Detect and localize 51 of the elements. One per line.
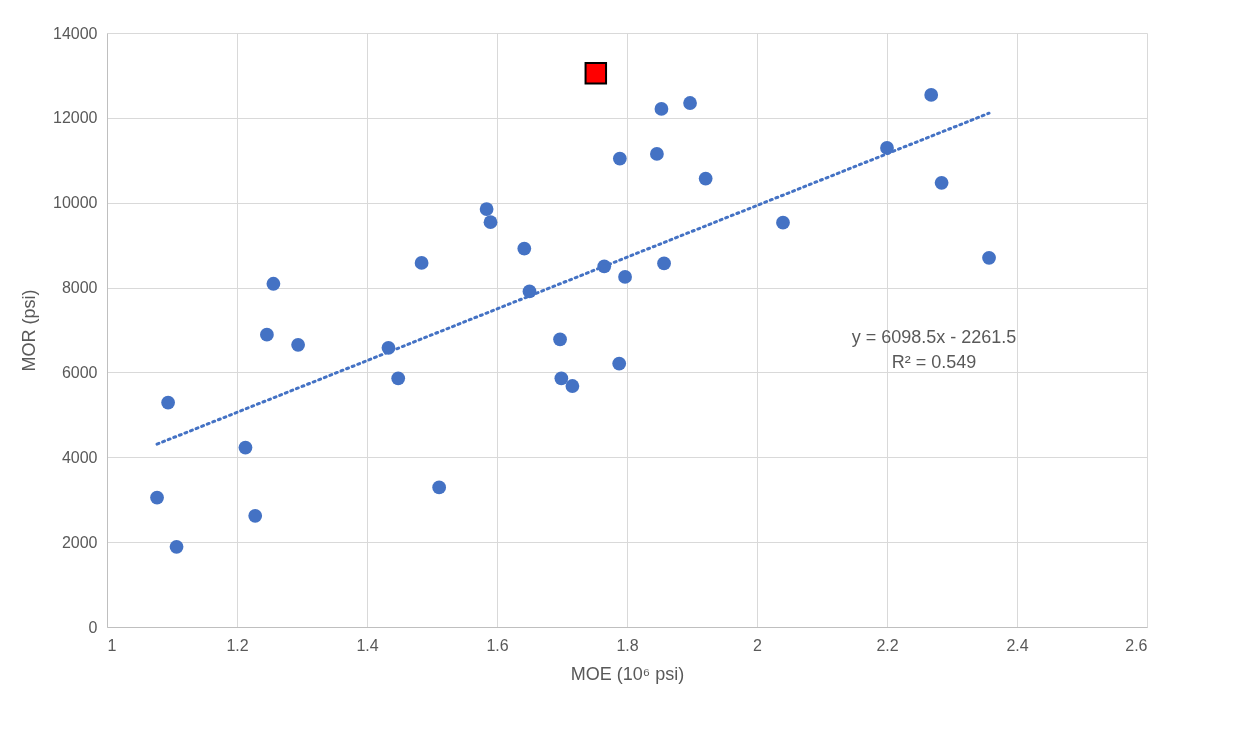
annotation: R² = 0.549	[891, 352, 977, 372]
point	[565, 379, 580, 393]
point	[776, 215, 790, 230]
x-tick-label: 2.6	[1125, 636, 1148, 654]
y-tick-label: 6000	[61, 363, 98, 381]
point	[612, 151, 627, 166]
y-tick-label: 0	[88, 618, 98, 636]
x-tick-label: 1.8	[616, 636, 639, 654]
point	[650, 147, 664, 161]
point	[483, 215, 498, 230]
point	[584, 62, 608, 85]
y-tick-label: 10000	[53, 194, 98, 212]
x-axis-title: MOE (10⁶ psi)	[570, 663, 685, 684]
x-tick-label: 1.4	[356, 636, 379, 654]
point	[266, 276, 281, 291]
y-tick-label: 14000	[53, 24, 98, 42]
y-tick-label: 12000	[53, 109, 98, 127]
point	[924, 88, 939, 102]
y-tick-label: 4000	[61, 448, 98, 466]
point	[414, 256, 429, 270]
point	[260, 327, 274, 342]
point	[517, 241, 532, 256]
point	[698, 171, 713, 186]
y-axis-title: MOR (psi)	[19, 289, 40, 372]
point	[982, 250, 996, 265]
x-tick-label: 2.4	[1006, 636, 1029, 654]
x-tick-label: 1.2	[226, 636, 249, 654]
point	[161, 395, 175, 410]
point	[479, 202, 494, 216]
x-tick-label: 2.2	[876, 636, 899, 654]
point	[553, 332, 567, 347]
x-tick-label: 1.6	[486, 636, 509, 654]
point	[683, 96, 697, 110]
point	[238, 440, 253, 455]
point	[391, 371, 406, 386]
point	[248, 508, 263, 523]
point	[612, 356, 627, 371]
y-tick-label: 2000	[61, 533, 98, 551]
point	[934, 175, 949, 190]
annotation: y = 6098.5x - 2261.5	[851, 327, 1017, 347]
point	[291, 337, 305, 352]
point	[554, 371, 569, 386]
point	[618, 270, 632, 284]
point	[654, 102, 669, 116]
x-tick-label: 2	[753, 636, 763, 654]
point	[169, 539, 184, 554]
point	[150, 490, 164, 505]
point	[432, 480, 447, 495]
y-tick-label: 8000	[61, 279, 98, 297]
point	[657, 256, 671, 271]
x-tick-label: 1	[107, 636, 117, 654]
